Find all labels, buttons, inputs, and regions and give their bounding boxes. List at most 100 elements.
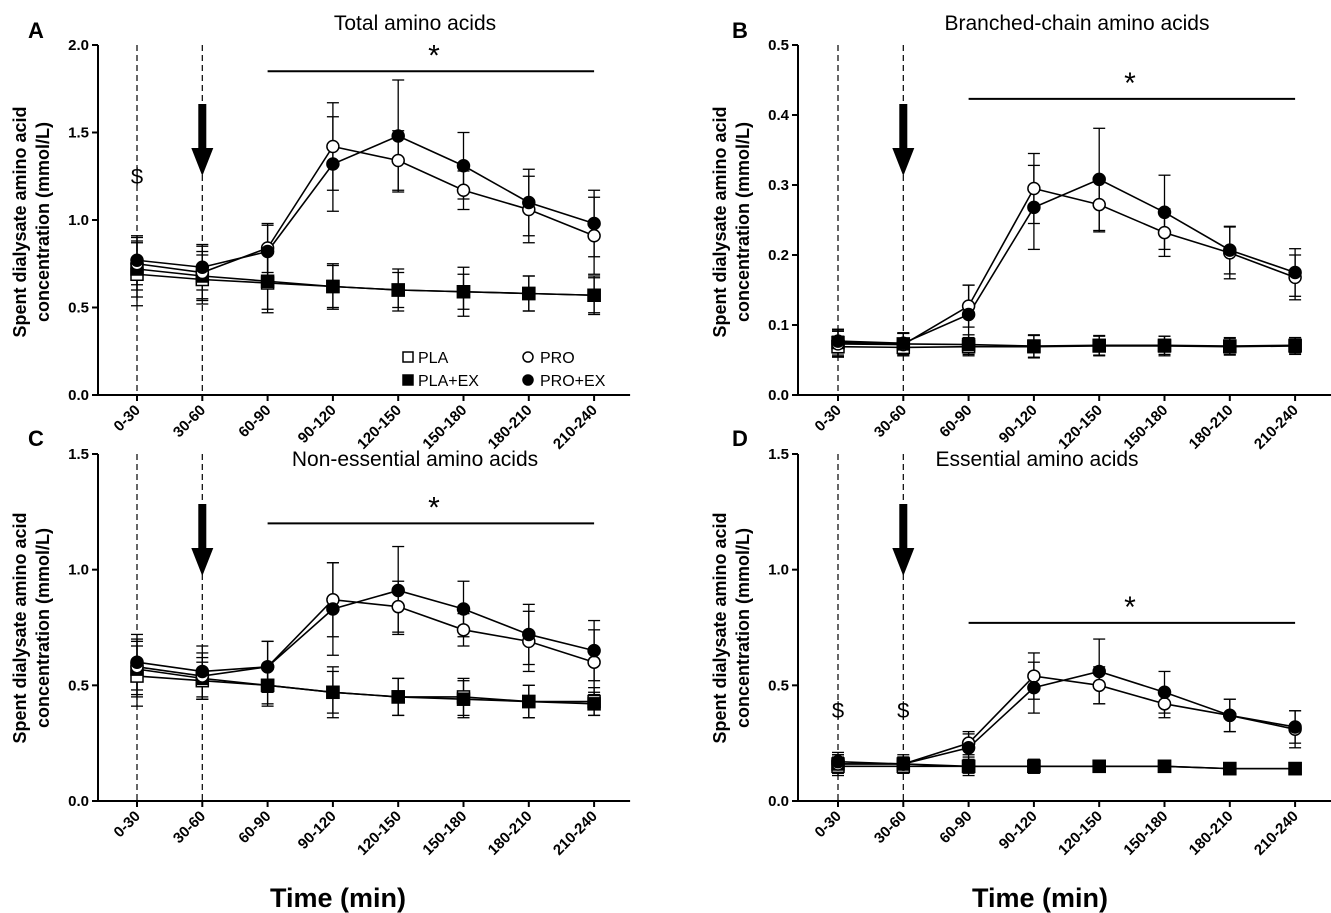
y-tick-label: 0.0 xyxy=(68,387,89,404)
x-tick-label: 0-30 xyxy=(812,808,845,841)
chart-title: Branched-chain amino acids xyxy=(945,12,1210,35)
x-tick-label: 210-240 xyxy=(550,402,601,453)
data-point-pro xyxy=(1159,227,1171,239)
data-point-pla-ex xyxy=(963,760,975,772)
data-point-pro-ex xyxy=(523,197,535,209)
x-tick-label: 30-60 xyxy=(871,402,910,441)
x-tick-label: 90-120 xyxy=(295,402,340,447)
x-tick-label: 120-150 xyxy=(1055,808,1106,859)
data-point-pro-ex xyxy=(832,335,844,347)
data-point-pla-ex xyxy=(1093,339,1105,351)
y-axis-label-line-2: concentration (mmol/L) xyxy=(733,528,753,728)
data-point-pro-ex xyxy=(458,160,470,172)
data-point-pro-ex xyxy=(1224,244,1236,256)
panel-letter: D xyxy=(732,426,748,451)
y-axis-label-line-1: Spent dialysate amino acid xyxy=(710,512,730,743)
y-tick-label: 0.1 xyxy=(768,317,789,334)
data-point-pla-ex xyxy=(458,693,470,705)
x-tick-label: 90-120 xyxy=(996,808,1041,853)
arrow-shaft xyxy=(899,504,907,549)
data-point-pro-ex xyxy=(392,584,404,596)
panel-letter: A xyxy=(28,18,44,43)
y-tick-label: 0.3 xyxy=(768,177,789,194)
arrow-shaft xyxy=(198,504,206,549)
data-point-pla-ex xyxy=(327,686,339,698)
data-point-pla-ex xyxy=(1028,340,1040,352)
chart-title: Total amino acids xyxy=(334,12,496,35)
x-tick-label: 30-60 xyxy=(170,808,209,847)
x-tick-label: 210-240 xyxy=(550,808,601,859)
data-point-pro-ex xyxy=(262,661,274,673)
data-point-pro-ex xyxy=(1093,173,1105,185)
data-point-pro xyxy=(458,624,470,636)
data-point-pro xyxy=(1159,698,1171,710)
x-tick-label: 120-150 xyxy=(1055,402,1106,453)
data-point-pro xyxy=(1093,199,1105,211)
x-tick-label: 180-210 xyxy=(1186,808,1237,859)
data-point-pla-ex xyxy=(1289,339,1301,351)
chart-title: Non-essential amino acids xyxy=(292,448,538,471)
x-tick-label: 90-120 xyxy=(295,808,340,853)
y-axis-label-line-2: concentration (mmol/L) xyxy=(33,122,53,322)
data-point-pro xyxy=(392,601,404,613)
dollar-sign-marker: $ xyxy=(897,698,909,723)
data-point-pro-ex xyxy=(1159,206,1171,218)
legend-label: PLA xyxy=(418,350,449,367)
panel-c: C Non-essential amino acids Spent dialys… xyxy=(10,426,630,913)
data-point-pro-ex xyxy=(963,742,975,754)
data-point-pro xyxy=(392,155,404,167)
data-point-pro-ex xyxy=(131,254,143,266)
y-tick-label: 1.5 xyxy=(68,125,89,142)
x-tick-label: 180-210 xyxy=(485,808,536,859)
data-point-pla-ex xyxy=(1289,763,1301,775)
data-point-pro-ex xyxy=(897,758,909,770)
data-point-pro-ex xyxy=(327,603,339,615)
data-point-pro xyxy=(1028,183,1040,195)
data-point-pla-ex xyxy=(1159,760,1171,772)
x-tick-label: 150-180 xyxy=(1120,808,1171,859)
arrow-head xyxy=(191,548,213,576)
x-tick-label: 150-180 xyxy=(419,808,470,859)
arrow-head xyxy=(892,548,914,576)
data-point-pro-ex xyxy=(963,309,975,321)
intervention-arrow xyxy=(892,104,914,176)
y-axis-label-line-2: concentration (mmol/L) xyxy=(33,528,53,728)
significance-star: * xyxy=(428,491,440,524)
legend-label: PRO+EX xyxy=(540,373,606,390)
data-point-pro-ex xyxy=(1289,267,1301,279)
y-tick-label: 0.5 xyxy=(68,300,89,317)
x-axis-label: Time (min) xyxy=(270,883,406,913)
data-point-pro-ex xyxy=(1224,709,1236,721)
x-tick-label: 30-60 xyxy=(871,808,910,847)
x-tick-label: 210-240 xyxy=(1251,402,1302,453)
x-tick-label: 60-90 xyxy=(235,402,274,441)
series-line-pro-ex xyxy=(838,179,1295,343)
y-tick-label: 0.4 xyxy=(768,107,790,124)
data-point-pro-ex xyxy=(131,656,143,668)
intervention-arrow xyxy=(191,104,213,176)
y-axis-label-line-2: concentration (mmol/L) xyxy=(733,122,753,322)
dollar-sign-marker: $ xyxy=(131,164,143,189)
y-tick-label: 0.5 xyxy=(768,37,789,54)
data-point-pla-ex xyxy=(963,339,975,351)
x-tick-label: 150-180 xyxy=(1120,402,1171,453)
y-tick-label: 1.0 xyxy=(768,562,789,579)
y-axis-label-line-1: Spent dialysate amino acid xyxy=(10,512,30,743)
data-point-pro-ex xyxy=(1159,686,1171,698)
y-axis-label-line-1: Spent dialysate amino acid xyxy=(10,106,30,337)
x-tick-label: 180-210 xyxy=(1186,402,1237,453)
x-tick-label: 0-30 xyxy=(812,402,845,435)
x-tick-label: 150-180 xyxy=(419,402,470,453)
significance-star: * xyxy=(1124,67,1136,100)
significance-star: * xyxy=(428,39,440,72)
x-tick-label: 0-30 xyxy=(111,402,144,435)
y-tick-label: 0.5 xyxy=(768,677,789,694)
legend-marker-pro-ex xyxy=(523,375,533,385)
chart-title: Essential amino acids xyxy=(935,448,1138,471)
x-tick-label: 0-30 xyxy=(111,808,144,841)
x-tick-label: 120-150 xyxy=(354,402,405,453)
data-point-pla-ex xyxy=(1093,760,1105,772)
data-point-pla-ex xyxy=(523,288,535,300)
x-tick-label: 30-60 xyxy=(170,402,209,441)
legend: PLA PRO PLA+EX PRO+EX xyxy=(403,350,606,390)
